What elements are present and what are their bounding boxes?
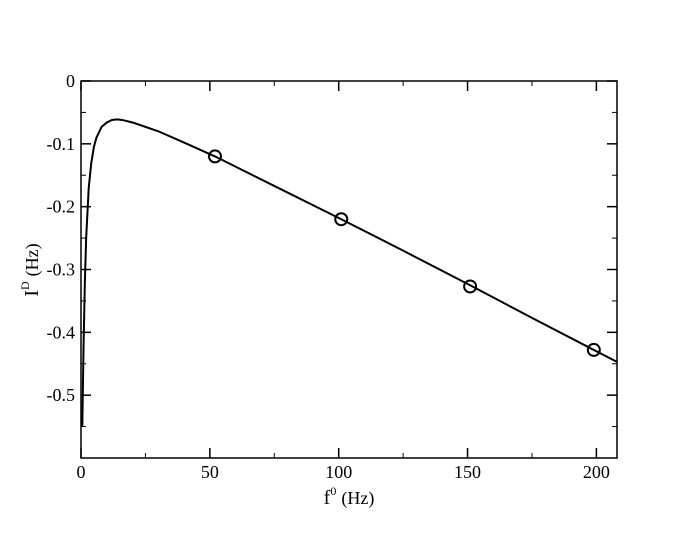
y-tick-label: -0.5 (47, 385, 76, 405)
y-tick-label: -0.1 (47, 134, 76, 154)
y-tick-label: 0 (66, 71, 75, 91)
data-point (463, 279, 478, 294)
data-point (586, 342, 601, 357)
data-point (334, 212, 349, 227)
x-tick-label: 200 (583, 462, 610, 482)
plot-frame (80, 80, 618, 459)
y-label-unit: (Hz) (22, 243, 43, 276)
y-tick-label: -0.3 (47, 260, 76, 280)
x-axis-label: f0 (Hz) (324, 484, 375, 509)
data-point (208, 149, 222, 164)
y-label-sup: D (18, 281, 32, 290)
x-label-sup: 0 (330, 484, 336, 498)
y-tick-label: -0.4 (47, 322, 76, 342)
y-axis-label: ID (Hz) (18, 243, 43, 296)
y-tick-label: -0.2 (47, 197, 76, 217)
x-tick-label: 0 (77, 462, 86, 482)
x-tick-label: 100 (325, 462, 352, 482)
y-label-main: I (21, 290, 43, 297)
data-line (81, 118, 618, 427)
x-tick-label: 50 (201, 462, 219, 482)
x-label-main: f (324, 487, 331, 509)
x-tick-label: 150 (454, 462, 481, 482)
x-label-unit: (Hz) (341, 488, 374, 509)
